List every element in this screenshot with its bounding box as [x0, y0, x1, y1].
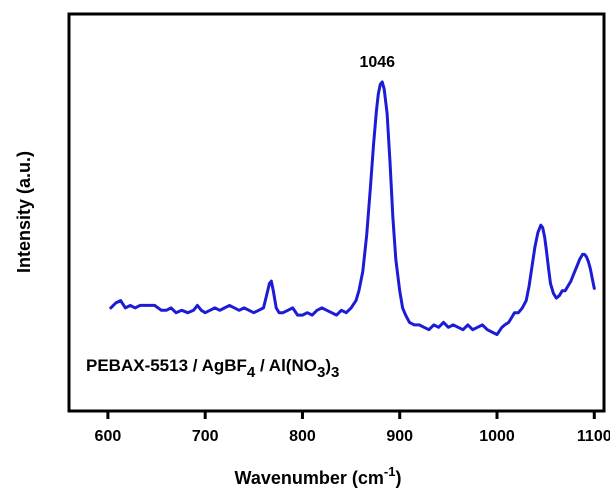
x-axis-label: Wavenumber (cm-1)	[235, 464, 402, 488]
plot-frame	[67, 12, 606, 413]
x-axis-label-base: Wavenumber	[235, 468, 347, 488]
x-tick-label-1000: 1000	[479, 428, 515, 445]
x-tick-label-700: 700	[192, 428, 219, 445]
peak-annotation: 1046	[359, 54, 395, 71]
x-axis-ticks	[106, 411, 596, 419]
sample-label-part1: PEBAX-5513 / AgBF	[86, 356, 247, 375]
x-axis-label-open: (	[347, 468, 358, 488]
sample-label-sub1: 4	[247, 364, 256, 381]
spectrum-line	[109, 80, 596, 337]
sample-label-sub2: 3	[317, 364, 325, 381]
x-axis-tick-labels: 600 700 800 900 1000 1100	[95, 428, 610, 445]
y-axis-label: Intensity (a.u.)	[14, 151, 34, 273]
sample-label-part3: )	[325, 356, 331, 375]
x-axis-label-close: )	[395, 468, 401, 488]
x-axis-label-exp: -1	[384, 464, 396, 479]
sample-label-part2: / Al(NO	[255, 356, 317, 375]
x-axis-label-unit: cm	[358, 468, 384, 488]
x-tick-label-600: 600	[95, 428, 122, 445]
x-tick-label-1100: 1100	[577, 428, 610, 445]
x-tick-label-900: 900	[386, 428, 413, 445]
x-tick-label-800: 800	[289, 428, 316, 445]
sample-label-sub3: 3	[331, 364, 339, 381]
sample-label: PEBAX-5513 / AgBF4 / Al(NO3)3	[86, 356, 339, 381]
